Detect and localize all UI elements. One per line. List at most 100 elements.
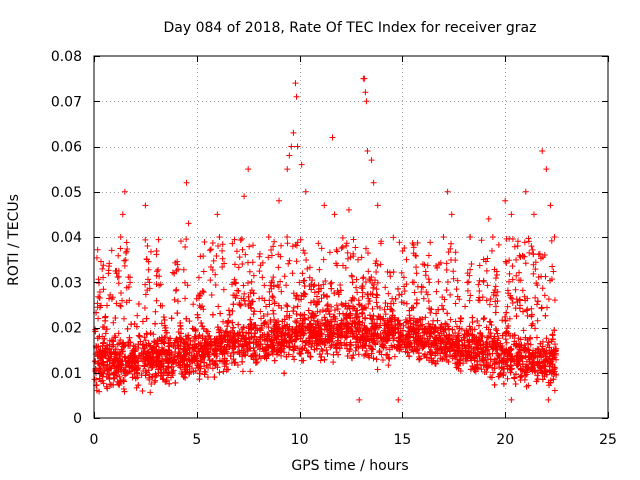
- data-point: [358, 254, 365, 261]
- data-point: [224, 331, 231, 337]
- data-point: [355, 256, 362, 263]
- data-point: [330, 359, 337, 366]
- data-point: [356, 396, 363, 403]
- data-point: [245, 166, 252, 173]
- data-point: [490, 291, 497, 298]
- data-point: [385, 362, 392, 369]
- data-point: [283, 353, 290, 360]
- data-point: [183, 179, 190, 186]
- data-point: [243, 341, 250, 348]
- data-point: [314, 298, 321, 305]
- data-point: [318, 245, 325, 252]
- data-point: [502, 317, 509, 324]
- data-point: [130, 352, 137, 359]
- data-point: [231, 359, 238, 366]
- data-point: [551, 234, 558, 240]
- data-point: [99, 265, 106, 272]
- data-point: [400, 300, 407, 307]
- data-point: [134, 365, 141, 372]
- data-point: [158, 334, 165, 341]
- data-point: [252, 351, 259, 358]
- data-point: [283, 312, 290, 319]
- y-axis-label: ROTI / TECUs: [6, 194, 22, 286]
- data-point: [262, 347, 269, 354]
- data-point: [541, 350, 548, 357]
- data-point: [407, 317, 414, 324]
- data-point: [122, 249, 129, 256]
- data-point: [535, 251, 542, 258]
- data-point: [129, 364, 136, 371]
- data-point: [293, 258, 300, 265]
- data-point: [538, 273, 545, 280]
- data-point: [326, 338, 333, 345]
- data-point: [220, 318, 227, 325]
- data-point: [390, 268, 397, 275]
- data-point: [219, 351, 226, 358]
- data-point: [306, 274, 313, 281]
- data-point: [492, 303, 499, 310]
- data-point: [99, 333, 106, 340]
- data-point: [231, 336, 238, 343]
- data-point: [326, 249, 333, 256]
- data-point: [96, 365, 103, 372]
- data-point: [142, 236, 149, 243]
- data-point: [373, 356, 380, 363]
- data-point: [522, 260, 529, 267]
- data-point: [259, 345, 266, 352]
- data-point: [212, 346, 219, 353]
- data-point: [362, 342, 369, 349]
- data-point: [207, 277, 214, 284]
- data-point: [143, 342, 150, 349]
- data-point: [339, 234, 346, 241]
- data-point: [476, 353, 483, 360]
- data-point: [513, 296, 520, 303]
- data-point: [125, 274, 132, 281]
- data-point: [270, 342, 277, 349]
- data-point: [147, 330, 154, 337]
- data-point: [241, 193, 248, 200]
- data-point: [105, 355, 112, 362]
- data-point: [363, 98, 370, 105]
- data-point: [344, 353, 351, 360]
- data-point: [278, 348, 285, 355]
- data-point: [387, 306, 394, 313]
- data-point: [138, 355, 145, 362]
- data-point: [420, 295, 427, 302]
- data-point: [256, 253, 263, 260]
- data-point: [517, 373, 524, 380]
- data-point: [294, 318, 301, 325]
- data-point: [164, 358, 171, 365]
- data-point: [223, 357, 230, 364]
- data-point: [338, 245, 345, 252]
- data-point: [252, 322, 259, 329]
- data-point: [223, 366, 230, 373]
- data-point: [476, 294, 483, 301]
- data-point: [306, 264, 313, 271]
- data-point: [515, 355, 522, 362]
- data-point: [230, 356, 237, 363]
- data-point: [313, 342, 320, 349]
- data-point: [444, 188, 451, 195]
- data-point: [504, 287, 511, 294]
- data-point: [139, 388, 146, 395]
- data-point: [202, 344, 209, 351]
- data-point: [494, 271, 501, 278]
- data-point: [442, 320, 449, 327]
- data-point: [467, 266, 474, 273]
- data-point: [190, 368, 197, 375]
- data-point: [249, 242, 256, 249]
- data-point: [518, 343, 525, 350]
- data-point: [412, 252, 419, 259]
- data-point: [374, 366, 381, 373]
- data-point: [172, 379, 179, 386]
- data-point: [350, 236, 357, 243]
- data-point: [142, 281, 149, 288]
- data-point: [382, 284, 389, 291]
- data-point: [270, 243, 277, 250]
- data-point: [382, 334, 389, 341]
- data-point: [353, 284, 360, 291]
- data-point: [438, 302, 445, 309]
- data-point: [507, 362, 514, 369]
- data-point: [395, 329, 402, 336]
- data-point: [118, 289, 125, 296]
